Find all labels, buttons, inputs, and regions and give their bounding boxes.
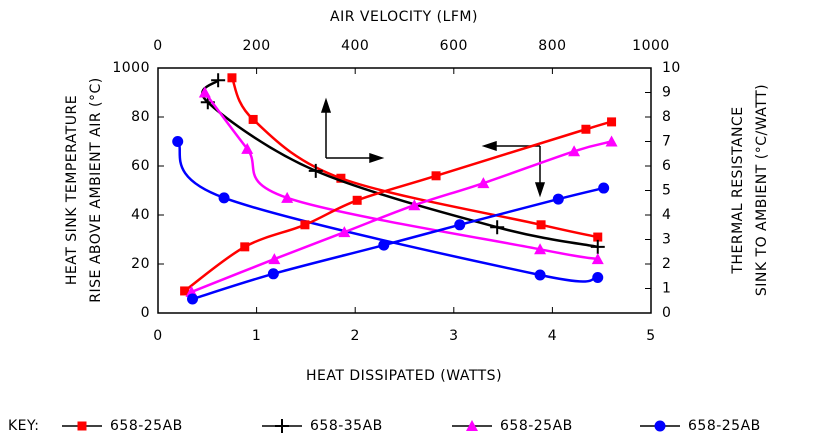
marker (198, 86, 211, 98)
y2-tick-label: 8 (662, 109, 671, 125)
marker (227, 73, 237, 83)
x2-tick-label: 0 (153, 38, 162, 54)
marker (267, 268, 279, 280)
marker (352, 195, 362, 205)
legend-marker (275, 419, 289, 433)
legend-marker (466, 420, 478, 431)
x-tick-label: 4 (548, 328, 557, 344)
y-tick-label: 60 (131, 158, 150, 174)
y2-tick-label: 9 (662, 85, 671, 101)
marker (534, 269, 546, 281)
arrows (320, 97, 546, 198)
marker (581, 124, 591, 134)
y2-tick-label: 4 (662, 207, 671, 223)
x2-tick-label: 800 (538, 38, 566, 54)
marker (605, 135, 618, 147)
marker (300, 220, 310, 230)
marker (241, 142, 254, 154)
legend-label: 658-35AB (310, 418, 383, 434)
marker (268, 253, 281, 265)
y2-tick-label: 3 (662, 232, 671, 248)
x2-tick-label: 200 (242, 38, 270, 54)
series-line (191, 140, 612, 294)
y2-axis-title: THERMAL RESISTANCE (730, 106, 746, 274)
x-tick-label: 3 (449, 328, 458, 344)
x2-tick-label: 1000 (632, 38, 670, 54)
y-tick-label: 1000 (112, 60, 150, 76)
marker (308, 163, 323, 178)
marker (598, 182, 610, 194)
y-axis-title: HEAT SINK TEMPERATURE (64, 95, 80, 285)
y2-tick-label: 2 (662, 256, 671, 272)
legend-item: 658-35AB (262, 418, 383, 434)
legend-marker (77, 421, 87, 431)
x2-tick-label: 400 (341, 38, 369, 54)
marker (408, 199, 421, 211)
marker (591, 253, 604, 265)
marker (211, 73, 226, 88)
marker (180, 286, 190, 296)
marker (454, 219, 466, 231)
marker (240, 242, 250, 252)
y-axis-title: RISE ABOVE AMBIENT AIR (°C) (88, 77, 104, 302)
y-tick-label: 20 (131, 256, 150, 272)
y-tick-label: 80 (131, 109, 150, 125)
x-axis-title: HEAT DISSIPATED (WATTS) (306, 368, 502, 384)
x-tick-label: 2 (350, 328, 359, 344)
marker (592, 271, 604, 283)
marker (568, 145, 581, 157)
legend-label: 658-25AB (500, 418, 573, 434)
legend-title: KEY: (8, 418, 39, 434)
y2-tick-label: 0 (662, 305, 671, 321)
marker (338, 226, 351, 238)
marker (534, 243, 547, 255)
legend-item: 658-25AB (640, 418, 761, 434)
marker (552, 193, 564, 205)
legend-item: 658-25AB (62, 418, 183, 434)
y2-tick-label: 6 (662, 158, 671, 174)
y2-axis-title: SINK TO AMBIENT (°C/WATT) (754, 84, 770, 296)
y2-tick-label: 5 (662, 183, 671, 199)
marker (607, 117, 617, 127)
x2-tick-label: 600 (440, 38, 468, 54)
marker (187, 293, 199, 305)
legend-item: 658-25AB (452, 418, 573, 434)
marker (378, 239, 390, 251)
legend-marker (654, 420, 666, 432)
y-tick-label: 0 (141, 305, 150, 321)
series-line (176, 140, 598, 283)
marker (477, 177, 490, 189)
marker (336, 173, 346, 183)
marker (248, 114, 258, 124)
marker (536, 220, 546, 230)
legend-label: 658-25AB (688, 418, 761, 434)
marker (490, 220, 505, 235)
marker (172, 136, 184, 147)
x-tick-label: 5 (646, 328, 655, 344)
marker (431, 171, 441, 181)
legend-label: 658-25AB (110, 418, 183, 434)
y2-tick-label: 7 (662, 134, 671, 150)
marker (590, 239, 605, 254)
x-tick-label: 1 (252, 328, 261, 344)
x-tick-label: 0 (153, 328, 162, 344)
marker (281, 191, 294, 203)
marker (593, 232, 603, 242)
y2-tick-label: 10 (662, 60, 681, 76)
marker (218, 192, 230, 204)
y2-tick-label: 1 (662, 281, 671, 297)
y-tick-label: 40 (131, 207, 150, 223)
series-line (203, 91, 598, 261)
x2-axis-title: AIR VELOCITY (LFM) (330, 9, 478, 25)
